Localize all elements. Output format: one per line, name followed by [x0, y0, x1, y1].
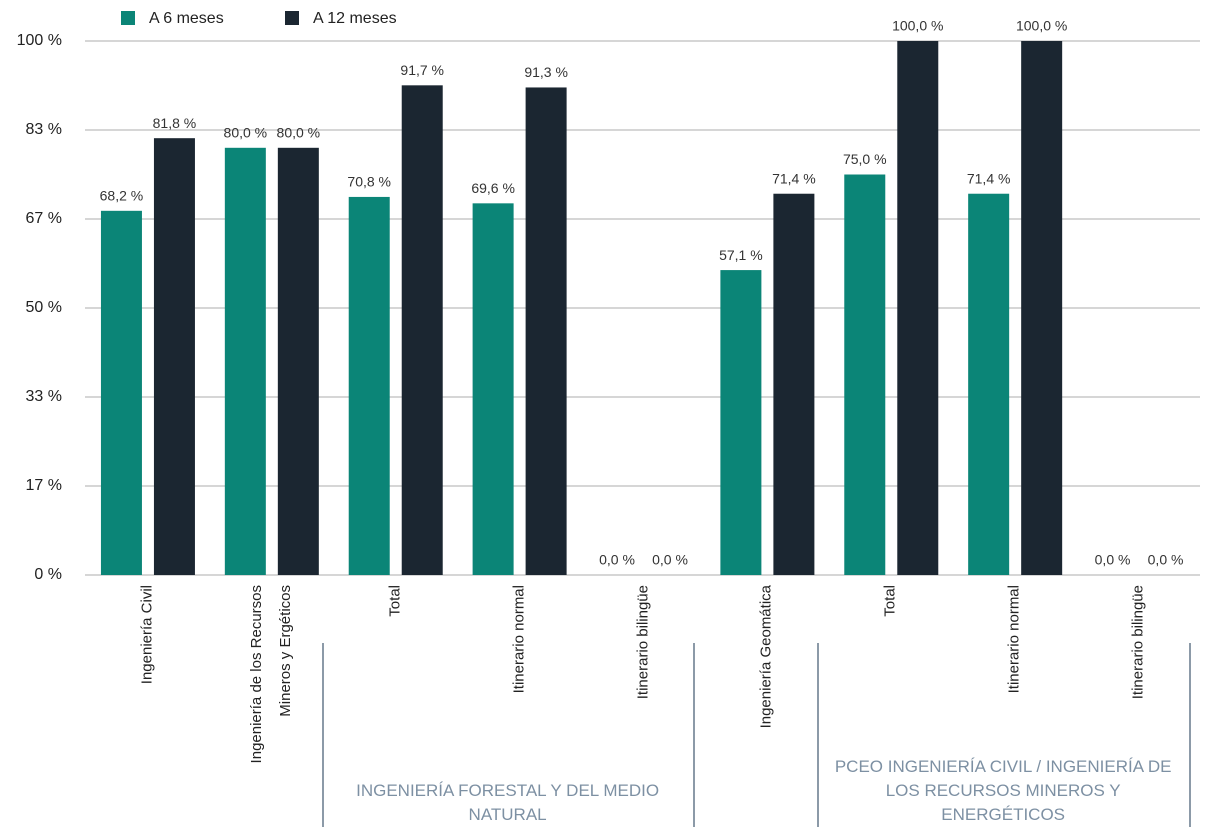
bar	[153, 138, 195, 576]
value-label: 100,0 %	[1016, 18, 1067, 34]
value-label: 91,7 %	[400, 62, 444, 78]
value-label: 0,0 %	[652, 552, 688, 568]
bar	[897, 41, 939, 575]
group-separator	[321, 643, 324, 827]
legend-swatch	[121, 11, 135, 25]
value-label: 100,0 %	[892, 18, 943, 34]
value-label: 91,3 %	[524, 64, 568, 80]
group-label: PCEO INGENIERÍA CIVIL / INGENIERÍA DE LO…	[834, 757, 1172, 824]
y-tick-label: 50 %	[26, 299, 62, 316]
bar	[844, 174, 886, 575]
y-tick-label: 67 %	[26, 210, 62, 227]
bar	[277, 147, 319, 576]
x-tick-label: Ingeniería Civil	[138, 585, 156, 685]
legend-label: A 12 meses	[313, 10, 397, 27]
bar	[1021, 41, 1063, 575]
bar	[773, 193, 815, 575]
value-label: 70,8 %	[347, 174, 391, 190]
x-tick-label: Ingeniería Geomática	[757, 585, 775, 729]
bar	[720, 270, 762, 575]
legend-swatch	[285, 11, 299, 25]
legend-label: A 6 meses	[149, 10, 224, 27]
bar	[100, 210, 142, 575]
value-label: 80,0 %	[277, 125, 321, 141]
value-label: 0,0 %	[1148, 552, 1184, 568]
y-tick-label: 17 %	[26, 477, 62, 494]
value-label: 80,0 %	[224, 125, 268, 141]
bar	[525, 87, 567, 575]
y-tick-label: 33 %	[26, 388, 62, 405]
x-tick-label: Total	[386, 585, 404, 617]
x-tick-label: Itinerario bilingüe	[634, 585, 651, 700]
y-tick-label: 100 %	[17, 32, 62, 49]
group-separator	[693, 643, 696, 827]
value-label: 69,6 %	[471, 180, 515, 196]
bar	[348, 196, 390, 576]
x-tick-label: Itinerario normal	[510, 585, 528, 694]
value-label: 75,0 %	[843, 151, 887, 167]
value-label: 57,1 %	[719, 247, 763, 263]
value-label: 71,4 %	[772, 170, 816, 186]
y-tick-label: 83 %	[26, 121, 62, 138]
group-label: INGENIERÍA FORESTAL Y DEL MEDIO NATURAL	[356, 781, 660, 824]
value-label: 0,0 %	[599, 552, 635, 568]
bar	[401, 85, 443, 576]
y-tick-label: 0 %	[34, 566, 62, 583]
group-separator	[817, 643, 820, 827]
bar	[472, 203, 514, 575]
bar	[224, 147, 266, 576]
value-label: 71,4 %	[967, 170, 1011, 186]
value-label: 0,0 %	[1095, 552, 1131, 568]
x-tick-label: Ingeniería de los Recursos Mineros y Erg…	[247, 585, 294, 764]
bar	[968, 193, 1010, 575]
value-label: 81,8 %	[153, 115, 197, 131]
value-label: 68,2 %	[100, 188, 144, 204]
group-separator	[1189, 643, 1191, 827]
